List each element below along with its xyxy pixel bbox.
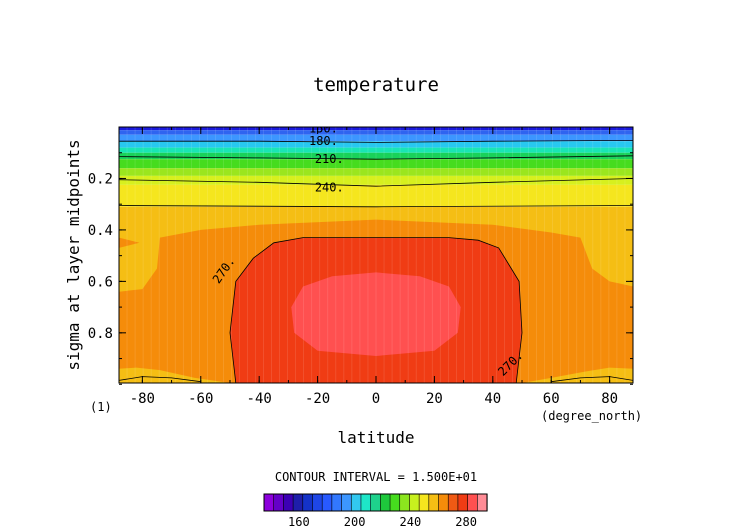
colorbar-swatch — [321, 493, 333, 512]
colorbar-swatch — [331, 493, 343, 512]
contour-label: 180. — [309, 134, 338, 148]
x-tick-label: -40 — [247, 391, 272, 407]
colorbar-swatch — [360, 493, 372, 512]
colorbar-swatch — [380, 493, 391, 512]
colorbar-swatch — [457, 493, 469, 512]
colorbar-swatch — [263, 493, 275, 512]
x-tick-label: 80 — [601, 391, 618, 407]
contour-label: 240. — [315, 180, 344, 194]
contour-interval-label: CONTOUR INTERVAL = 1.500E+01 — [275, 470, 477, 484]
colorbar-swatch — [283, 493, 294, 512]
contour-label: 210. — [315, 152, 344, 166]
colorbar-swatch — [292, 493, 304, 512]
colorbar-swatch — [467, 493, 478, 512]
x-tick-label: -80 — [130, 391, 155, 407]
contour-label: 150. — [309, 121, 338, 135]
plot-area: 150.180.210.240.270.270. — [119, 121, 633, 383]
colorbar-swatch — [273, 493, 284, 512]
x-tick-label: -60 — [188, 391, 213, 407]
colorbar-tick-label: 160 — [288, 515, 310, 529]
contour-line-210-2 — [119, 155, 633, 160]
x-tick-label: 0 — [372, 391, 380, 407]
colorbar-swatch — [341, 493, 352, 512]
y-tick-label: 0.8 — [88, 326, 113, 342]
contour-line-255-6 — [119, 376, 201, 383]
x-axis: -80 -60 -40 -20 0 20 40 60 80 — [130, 127, 618, 407]
colorbar-swatch — [302, 493, 314, 512]
x-axis-title: latitude — [337, 428, 414, 447]
fill-band-262-12 — [119, 237, 140, 248]
colorbar-swatch — [370, 493, 381, 512]
colorbar-swatch — [438, 493, 449, 512]
fill-band-285-14 — [291, 272, 461, 356]
x-tick-label: 20 — [426, 391, 443, 407]
y-tick-label: 0.2 — [88, 171, 113, 187]
colorbar-swatch — [399, 493, 411, 512]
colorbar-tick-label: 200 — [344, 515, 366, 529]
fill-band-185-3 — [119, 141, 633, 148]
colorbar-swatch — [389, 493, 401, 512]
fill-band-215-6 — [119, 159, 633, 169]
x-units-label: (degree_north) — [541, 409, 642, 423]
y-tick-label: 0.4 — [88, 223, 113, 239]
contour-line-270-5 — [229, 237, 523, 383]
colorbar-swatch — [428, 493, 440, 512]
colorbar-swatch — [477, 493, 488, 512]
colorbar-frame — [263, 493, 488, 512]
fill-band-195-4 — [119, 147, 633, 153]
colorbar-swatch — [409, 493, 420, 512]
x-tick-label: -20 — [305, 391, 330, 407]
contour-line-180-1 — [119, 140, 633, 143]
colorbar-swatch — [350, 493, 362, 512]
colorbar: 160 200 240 280 — [263, 493, 488, 529]
fill-band-245-9 — [119, 184, 633, 207]
y-tick-label: 0.6 — [88, 274, 113, 290]
contour-line-255-7 — [551, 376, 633, 383]
colorbar-tick-label: 280 — [455, 515, 477, 529]
fill-band-225-7 — [119, 168, 633, 176]
colorbar-swatch — [447, 493, 459, 512]
fill-band-172-2 — [119, 134, 633, 142]
frame-label: (1) — [90, 400, 112, 414]
x-tick-label: 40 — [484, 391, 501, 407]
y-axis-title: sigma at layer midpoints — [64, 139, 83, 370]
y-axis: 0.2 0.4 0.6 0.8 — [88, 152, 633, 385]
contour-line-255-4 — [119, 205, 633, 208]
chart-title: temperature — [313, 74, 439, 96]
colorbar-swatch — [418, 493, 430, 512]
colorbar-tick-label: 240 — [400, 515, 422, 529]
x-tick-label: 60 — [543, 391, 560, 407]
fill-band-235-8 — [119, 175, 633, 185]
contour-line-240-3 — [119, 178, 633, 187]
colorbar-swatch — [312, 493, 323, 512]
